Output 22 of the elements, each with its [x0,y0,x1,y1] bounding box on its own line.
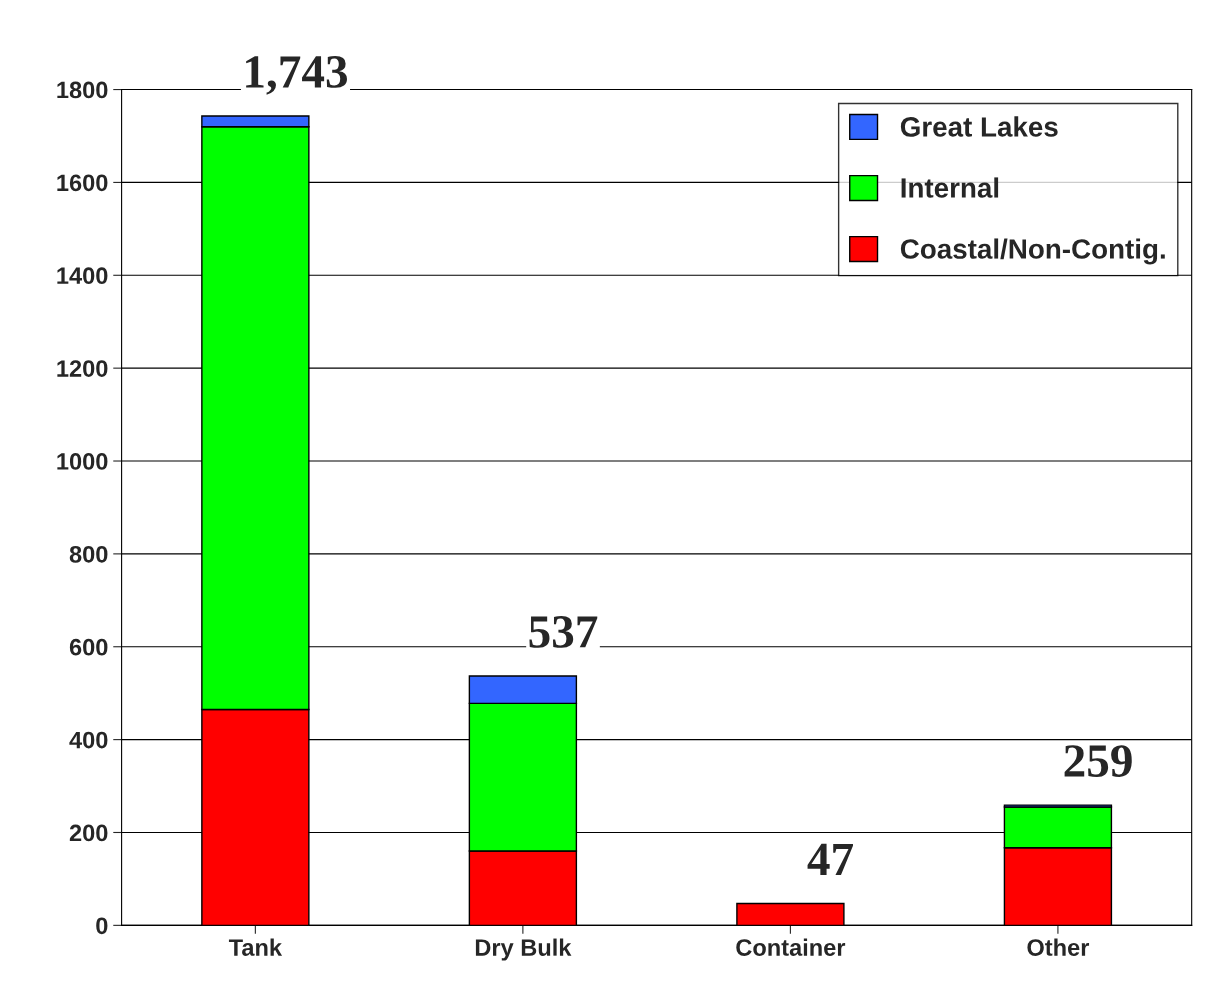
total-label: 537 [529,616,598,648]
legend-label: Internal [901,177,999,198]
total-label: 259 [1064,745,1132,777]
total-label: 47 [807,843,853,875]
legend-label: Coastal/Non-Contig. [900,238,1165,265]
bar [736,902,845,926]
x-tick-label: Container [736,938,846,956]
legend-label: Great Lakes [900,116,1058,137]
y-tick-label: 0 [96,917,108,935]
y-tick-label: 600 [69,638,108,656]
x-tick-label: Tank [228,938,283,956]
y-tick-label: 1400 [57,267,108,285]
x-tick-label: Other [1027,938,1090,956]
y-tick-label: 1800 [57,81,108,99]
y-tick-label: 400 [69,731,108,749]
y-tick-label: 200 [69,824,108,842]
x-tick-label: Dry Bulk [475,938,572,961]
y-tick-label: 800 [69,545,108,563]
y-tick-label: 1600 [57,174,108,192]
y-tick-label: 1000 [57,453,108,470]
y-tick-label: 1200 [57,360,108,377]
total-label: 1,743 [246,56,347,95]
